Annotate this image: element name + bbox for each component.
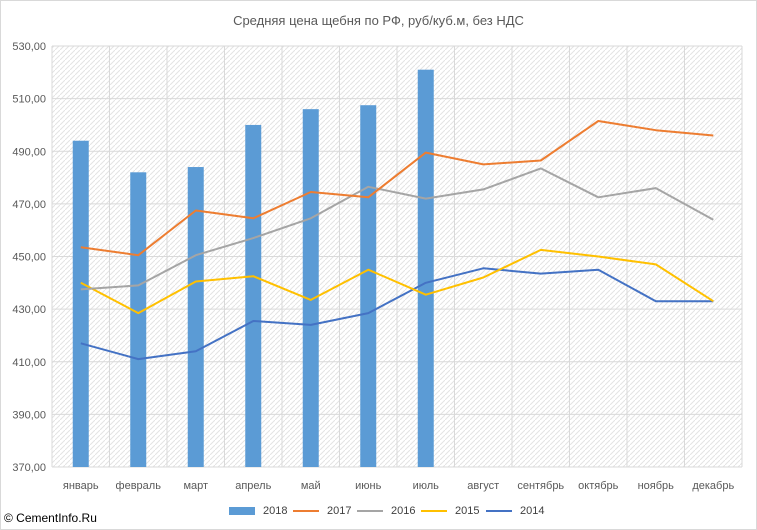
y-tick-label: 410,00 xyxy=(12,357,46,369)
series-line-2017 xyxy=(80,120,714,257)
legend-label: 2015 xyxy=(455,505,480,517)
source-credit: © CementInfo.Ru xyxy=(4,511,97,525)
legend-swatch xyxy=(229,507,255,515)
x-tick-label: октябрь xyxy=(578,480,618,492)
y-tick-label: 530,00 xyxy=(12,41,46,53)
series-line-2015 xyxy=(80,248,714,315)
chart-title: Средняя цена щебня по РФ, руб/куб.м, без… xyxy=(233,13,524,28)
series-line-2016 xyxy=(80,167,714,291)
legend-swatch xyxy=(357,510,383,512)
bar-2018 xyxy=(245,124,262,467)
x-tick-label: июнь xyxy=(355,480,381,492)
legend-label: 2018 xyxy=(263,505,288,517)
bar-2018 xyxy=(360,105,377,467)
y-tick-label: 450,00 xyxy=(12,252,46,264)
bar-2018 xyxy=(130,172,147,468)
x-tick-label: апрель xyxy=(235,480,271,492)
x-tick-label: май xyxy=(301,480,321,492)
x-tick-label: март xyxy=(183,480,208,492)
x-tick-label: декабрь xyxy=(692,480,734,492)
legend-label: 2016 xyxy=(391,505,416,517)
y-tick-label: 390,00 xyxy=(12,409,46,421)
legend-swatch xyxy=(421,510,447,512)
y-tick-label: 470,00 xyxy=(12,199,46,211)
y-tick-label: 490,00 xyxy=(12,146,46,158)
chart-legend: 2018 2017 2016 2015 2014 xyxy=(0,504,757,520)
x-tick-label: февраль xyxy=(116,480,162,492)
legend-label: 2014 xyxy=(520,505,545,517)
legend-swatch xyxy=(293,510,319,512)
legend-label: 2017 xyxy=(327,505,352,517)
x-tick-label: сентябрь xyxy=(517,480,564,492)
series-line-2014 xyxy=(80,267,714,361)
x-tick-label: август xyxy=(467,480,499,492)
x-tick-label: июль xyxy=(413,480,440,492)
bar-2018 xyxy=(302,109,319,468)
bar-2018 xyxy=(187,167,204,467)
y-tick-label: 510,00 xyxy=(12,94,46,106)
x-tick-label: ноябрь xyxy=(638,480,675,492)
y-tick-label: 370,00 xyxy=(12,462,46,474)
bar-2018 xyxy=(72,140,89,467)
bar-2018 xyxy=(417,69,434,468)
legend-swatch xyxy=(486,510,512,512)
x-tick-label: январь xyxy=(63,480,99,492)
y-tick-label: 430,00 xyxy=(12,304,46,316)
